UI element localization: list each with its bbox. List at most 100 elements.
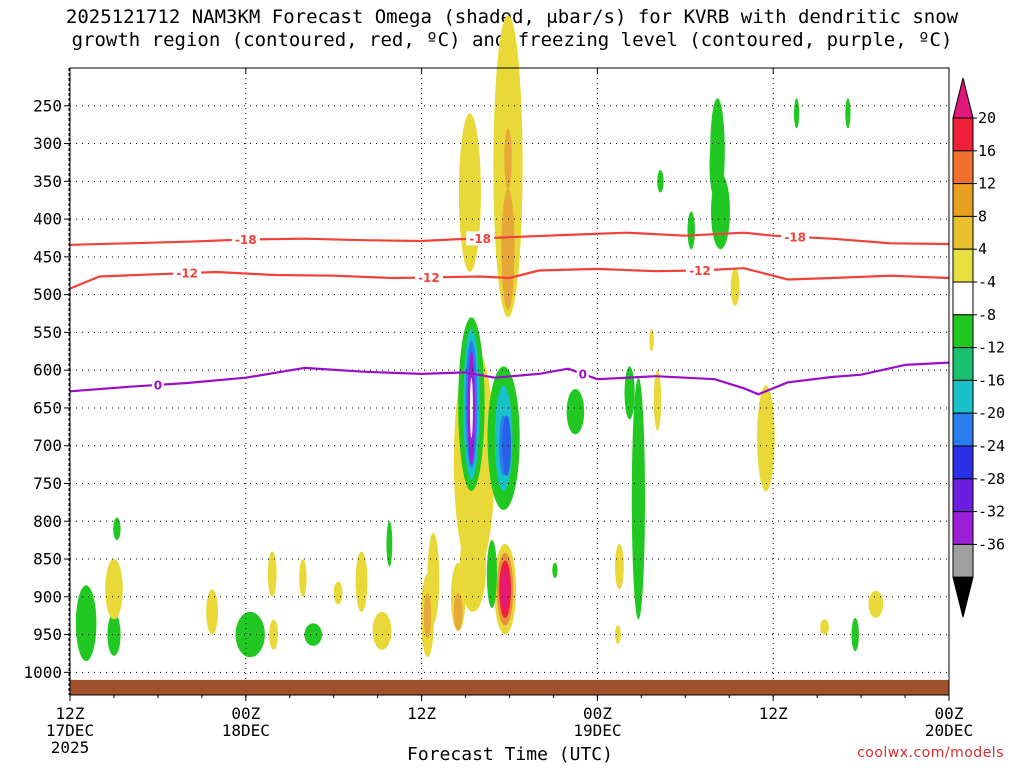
omega-cell: [333, 581, 343, 605]
omega-cell: [868, 590, 884, 618]
omega-cell: [458, 113, 481, 272]
y-tick-label: 850: [33, 550, 62, 569]
contour-label-bg: [466, 231, 495, 246]
colorbar-bin: [952, 314, 974, 349]
dgz-contour-minus12: [69, 267, 950, 290]
omega-cell: [624, 366, 635, 420]
contour-label-bg: [685, 263, 714, 278]
contour-label: 0: [579, 367, 587, 381]
colorbar-bin: [952, 183, 974, 217]
y-tick-label: 500: [33, 285, 62, 304]
x-tick-label-date: 20DEC: [925, 721, 973, 740]
contour-label: -18: [469, 232, 491, 246]
omega-cell: [687, 211, 695, 250]
omega-cell: [469, 377, 473, 439]
colorbar-top-triangle: [952, 77, 974, 119]
y-tick-label: 450: [33, 247, 62, 266]
colorbar-bin: [952, 117, 974, 152]
x-tick-label-year: 2025: [51, 738, 90, 757]
colorbar-bin: [952, 445, 974, 480]
contour-label: -12: [418, 271, 440, 285]
contour-label: -18: [235, 233, 257, 247]
x-tick-label-date: 19DEC: [573, 721, 621, 740]
omega-cell: [107, 613, 121, 656]
contour-label: -12: [176, 267, 198, 281]
omega-cell: [709, 136, 720, 197]
omega-cell: [504, 128, 512, 189]
colorbar-bin: [952, 215, 974, 250]
colorbar-bin: [952, 543, 974, 578]
omega-cell: [653, 370, 662, 431]
omega-cell: [649, 328, 654, 352]
omega-cell: [75, 585, 97, 661]
omega-cell: [304, 623, 323, 646]
colorbar-tick-label: -4: [978, 273, 996, 291]
colorbar-tick-label: -20: [978, 404, 1005, 422]
x-tick-label-date: 17DEC: [46, 721, 94, 740]
omega-shading: [75, 15, 884, 661]
x-tick-label-time: 12Z: [56, 704, 85, 723]
omega-cell: [794, 98, 800, 129]
omega-cell: [113, 517, 121, 541]
y-tick-label: 300: [33, 134, 62, 153]
colorbar-bin: [952, 511, 974, 545]
omega-cell: [552, 562, 558, 579]
omega-cell: [851, 618, 859, 652]
omega-cell: [453, 593, 463, 631]
omega-cell: [502, 415, 511, 476]
contour-label-bg: [151, 377, 164, 392]
omega-cell: [566, 389, 585, 435]
omega-cell: [615, 625, 621, 644]
contour-layer: -18 -18 -18 -12 -12 -12 0 0: [69, 229, 950, 396]
omega-cell: [845, 98, 851, 129]
grid-lines: [69, 68, 950, 695]
omega-cell: [372, 611, 392, 650]
colorbar-bin: [952, 281, 974, 316]
omega-cell: [299, 559, 307, 597]
colorbar-tick-label: -32: [978, 503, 1005, 521]
y-tick-label: 800: [33, 512, 62, 531]
omega-cell: [820, 619, 829, 635]
y-tick-label: 1000: [23, 663, 62, 682]
omega-cell: [757, 385, 775, 492]
y-tick-label: 400: [33, 210, 62, 229]
contour-label-bg: [576, 366, 589, 381]
x-tick-label-date: 18DEC: [222, 721, 270, 740]
freezing-level-contour: [69, 361, 950, 396]
omega-cell: [501, 188, 515, 310]
omega-cell: [657, 170, 664, 193]
colorbar-tick-label: 4: [978, 240, 987, 258]
omega-cell: [386, 521, 393, 567]
omega-cell: [615, 543, 624, 590]
colorbar-tick-label: 12: [978, 175, 996, 193]
ground-layer: [70, 679, 949, 695]
contour-label-bg: [173, 266, 202, 281]
colorbar-tick-label: 8: [978, 207, 987, 225]
colorbar-tick-label: -28: [978, 470, 1005, 488]
omega-cell: [459, 521, 487, 612]
x-tick-label-time: 12Z: [759, 704, 788, 723]
y-tick-label: 600: [33, 361, 62, 380]
colorbar-bin: [952, 478, 974, 513]
ground-surface: [70, 679, 949, 695]
omega-cell: [423, 593, 432, 639]
x-tick-label-time: 00Z: [935, 704, 964, 723]
y-tick-label: 950: [33, 625, 62, 644]
colorbar-tick-label: -36: [978, 535, 1005, 553]
y-tick-label: 750: [33, 474, 62, 493]
contour-label: -18: [784, 230, 806, 244]
x-tick-label-time: 00Z: [231, 704, 260, 723]
colorbar-bin: [952, 412, 974, 447]
contour-label-bg: [414, 270, 443, 285]
y-tick-label: 350: [33, 172, 62, 191]
contour-label-bg: [781, 229, 810, 244]
colorbar: 20 16 12 8 4 -4 -8 -12 -16 -20 -24 -28 -32 -36: [952, 77, 1005, 618]
omega-cell: [501, 568, 509, 611]
omega-cell: [631, 377, 646, 620]
omega-cell: [486, 540, 497, 609]
colorbar-tick-label: -8: [978, 306, 996, 324]
colorbar-bin: [952, 248, 974, 283]
chart-title: 2025121712 NAM3KM Forecast Omega (shaded…: [0, 6, 1024, 52]
contour-label: -12: [689, 264, 711, 278]
omega-cell: [355, 551, 368, 612]
